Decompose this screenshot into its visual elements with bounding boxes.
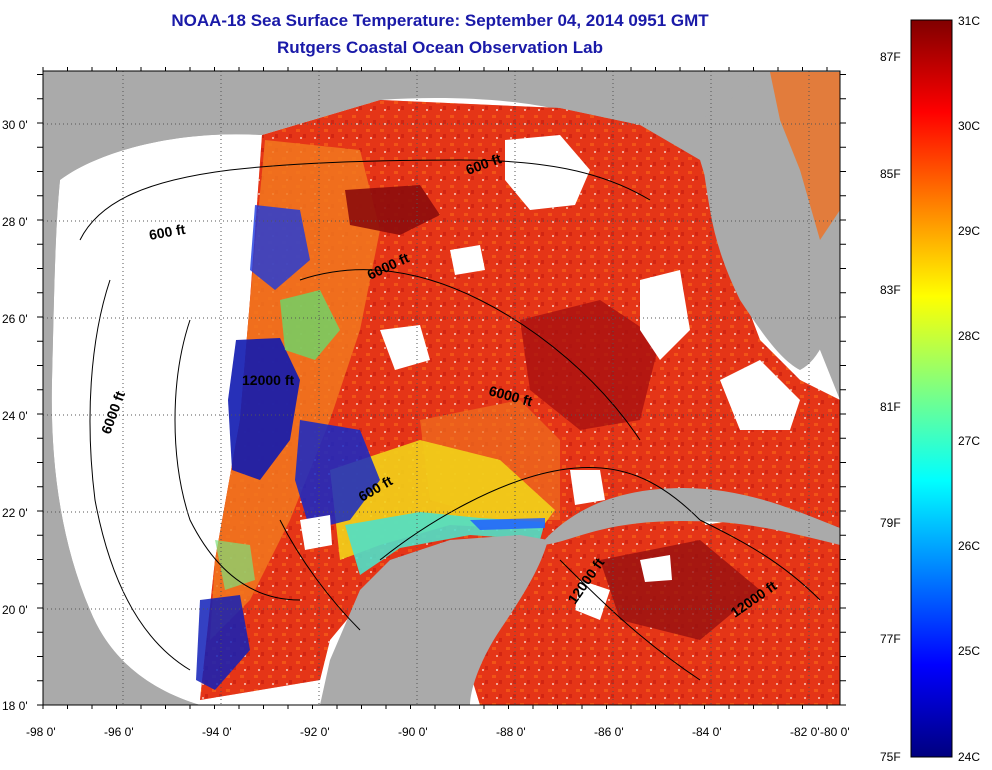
lat-label: 30 0': [2, 118, 28, 132]
yucatan-land: [320, 535, 548, 705]
colorbar-fahrenheit-labels: 75F 77F 79F 81F 83F 85F 87F: [880, 50, 901, 764]
map-frame: [42, 70, 841, 706]
map-subtitle: Rutgers Coastal Ocean Observation Lab: [277, 38, 603, 57]
contour-label: 12000 ft: [242, 372, 294, 388]
colorbar-f-label: 77F: [880, 632, 901, 646]
sst-blue-patch-west: [228, 338, 300, 480]
lat-label: 28 0': [2, 215, 28, 229]
lat-label: 18 0': [2, 699, 28, 713]
sst-hot-patch-2: [520, 300, 660, 430]
lon-label: -84 0': [692, 725, 722, 739]
colorbar-c-label: 30C: [958, 119, 980, 133]
colorbar-f-label: 87F: [880, 50, 901, 64]
colorbar-c-label: 27C: [958, 434, 980, 448]
lon-label: -92 0': [300, 725, 330, 739]
contour-label: 600 ft: [148, 221, 187, 243]
colorbar-f-label: 85F: [880, 167, 901, 181]
colorbar-celsius-labels: 24C 25C 26C 27C 28C 29C 30C 31C: [958, 14, 980, 764]
colorbar: [910, 19, 953, 758]
colorbar-c-label: 29C: [958, 224, 980, 238]
florida-east-coast-data: [770, 72, 840, 240]
longitude-labels: -98 0' -96 0' -94 0' -92 0' -90 0' -88 0…: [26, 725, 850, 739]
colorbar-c-label: 26C: [958, 539, 980, 553]
lon-label: -88 0': [496, 725, 526, 739]
cuba-land: [540, 487, 840, 545]
mexico-land: [43, 71, 262, 705]
lon-label: -94 0': [202, 725, 232, 739]
colorbar-f-label: 79F: [880, 516, 901, 530]
latitude-labels: 18 0' 20 0' 22 0' 24 0' 26 0' 28 0' 30 0…: [2, 118, 28, 713]
us-gulf-coast: [262, 71, 770, 135]
colorbar-c-label: 25C: [958, 644, 980, 658]
lat-label: 26 0': [2, 312, 28, 326]
colorbar-f-label: 81F: [880, 400, 901, 414]
lat-label: 24 0': [2, 409, 28, 423]
map-title: NOAA-18 Sea Surface Temperature: Septemb…: [171, 11, 709, 30]
lon-label: -86 0': [594, 725, 624, 739]
lon-label: -96 0': [104, 725, 134, 739]
sst-blue-streak: [470, 518, 545, 530]
sst-green-patch: [280, 290, 340, 360]
colorbar-c-label: 31C: [958, 14, 980, 28]
tick-marks: [37, 67, 846, 709]
sst-blue-patch-north: [250, 205, 310, 290]
graticule: [43, 71, 840, 705]
colorbar-f-label: 75F: [880, 750, 901, 764]
sst-green-patch-2: [215, 540, 255, 590]
lat-label: 20 0': [2, 603, 28, 617]
bathymetry-contours: [79, 159, 821, 681]
lon-label: -82 0': [790, 725, 820, 739]
colorbar-f-label: 83F: [880, 283, 901, 297]
colorbar-c-label: 24C: [958, 750, 980, 764]
sst-blue-patch-south: [196, 595, 250, 690]
lon-label: -80 0': [820, 725, 850, 739]
lat-label: 22 0': [2, 506, 28, 520]
colorbar-c-label: 28C: [958, 329, 980, 343]
sst-hot-patch-1: [345, 185, 440, 235]
lon-label: -90 0': [398, 725, 428, 739]
sst-hot-patch-3: [600, 540, 760, 640]
sst-blue-patch-mid: [295, 420, 380, 530]
lon-label: -98 0': [26, 725, 56, 739]
